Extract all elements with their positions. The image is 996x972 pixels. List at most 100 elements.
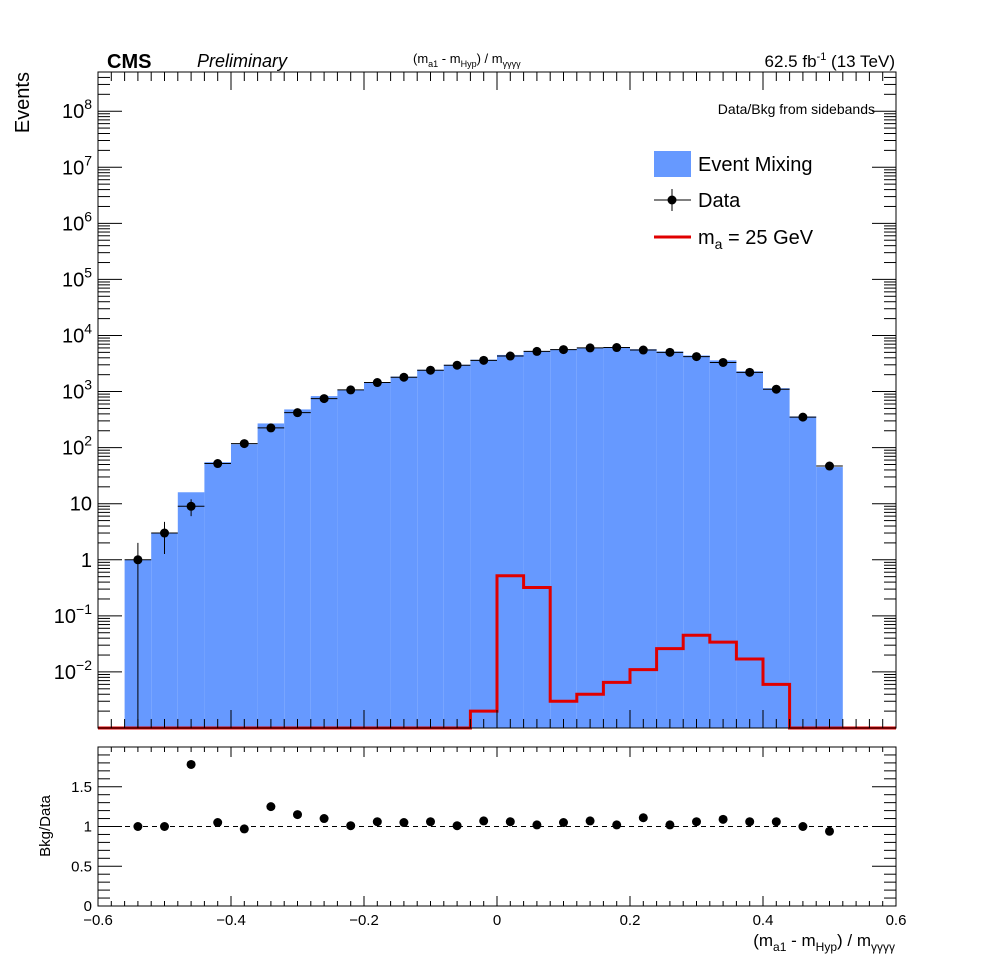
- ratio-axes: −0.6 −0.4 −0.2 0 0.2 0.4 0.6 0 0.5 1 1.5: [71, 746, 907, 929]
- ratio-x-tick-label: −0.2: [349, 912, 379, 929]
- ratio-point: [186, 759, 196, 769]
- ratio-point: [825, 826, 834, 836]
- bkg-bar: [656, 351, 684, 728]
- ratio-y-tick-label: 0.5: [71, 858, 92, 875]
- bkg-bar: [736, 371, 763, 728]
- bkg-bar: [151, 533, 178, 728]
- legend-swatch-event-mixing: [654, 151, 691, 177]
- bkg-bar: [337, 389, 364, 728]
- legend-marker-data: [667, 195, 677, 205]
- bkg-bar: [709, 360, 737, 728]
- ratio-point: [372, 817, 382, 827]
- ratio-point: [346, 821, 356, 831]
- data-point: [559, 345, 568, 355]
- main-axes: 10−2 10−1 1 10 102 103 104 105 106 107 108: [54, 71, 897, 729]
- bkg-bar: [257, 423, 285, 728]
- ratio-point: [452, 821, 462, 831]
- data-point: [665, 347, 675, 357]
- background-histogram: [124, 347, 843, 728]
- ratio-point: [612, 820, 622, 830]
- ratio-x-tick-label: 0.2: [620, 912, 641, 929]
- data-point: [479, 355, 489, 365]
- data-point: [718, 357, 728, 367]
- data-point: [372, 378, 382, 388]
- experiment-label: CMS: [107, 51, 151, 73]
- bkg-bar: [284, 409, 311, 728]
- ratio-point: [771, 817, 781, 827]
- data-point: [213, 459, 223, 469]
- data-point: [771, 384, 781, 394]
- ratio-y-axis-title: Bkg/Data: [37, 794, 54, 856]
- data-point: [266, 423, 276, 433]
- ratio-x-tick-label: −0.6: [83, 912, 113, 929]
- main-y-tick-label: 107: [62, 152, 92, 179]
- bkg-bar: [417, 369, 444, 728]
- ratio-point: [559, 818, 568, 828]
- ratio-y-tick-label: 1: [84, 819, 92, 836]
- data-point: [825, 461, 834, 471]
- bkg-bar: [630, 349, 657, 728]
- main-y-tick-label: 1: [81, 550, 92, 572]
- main-y-tick-label: 108: [62, 96, 92, 123]
- main-y-tick-label: 105: [62, 264, 92, 291]
- ratio-point: [745, 817, 755, 827]
- ratio-x-tick-label: 0.6: [886, 912, 907, 929]
- data-point: [452, 360, 462, 370]
- legend-label-data: Data: [698, 190, 741, 212]
- data-point: [692, 352, 701, 362]
- data-point: [133, 555, 143, 565]
- legend-label-event-mixing: Event Mixing: [698, 154, 813, 176]
- bkg-bar: [364, 382, 391, 728]
- data-point: [532, 346, 542, 356]
- main-y-tick-label: 104: [62, 320, 92, 347]
- bkg-bar: [789, 416, 817, 728]
- annotation-text: Data/Bkg from sidebands: [718, 101, 875, 117]
- ratio-panel: −0.6 −0.4 −0.2 0 0.2 0.4 0.600.511.5 Bkg/Data …: [37, 746, 907, 954]
- status-label: Preliminary: [197, 51, 288, 71]
- data-point: [426, 365, 435, 375]
- ratio-point: [239, 824, 249, 834]
- bkg-bar: [443, 364, 471, 728]
- main-y-tick-label: 10: [70, 494, 92, 516]
- data-point: [319, 394, 329, 404]
- legend-label-signal: ma = 25 GeV: [698, 227, 814, 252]
- ratio-point: [213, 818, 223, 828]
- bkg-bar: [816, 467, 843, 728]
- main-y-tick-label: 106: [62, 208, 92, 235]
- data-point: [186, 501, 196, 511]
- data-point: [505, 351, 515, 361]
- main-y-tick-label: 103: [62, 377, 92, 404]
- ratio-point: [266, 802, 276, 812]
- ratio-point: [293, 810, 302, 820]
- data-points: [124, 343, 843, 728]
- bkg-bar: [470, 359, 497, 728]
- data-point: [745, 367, 755, 377]
- data-point: [346, 385, 356, 395]
- x-axis-title: (ma1 - mHyp) / mγγγγ: [753, 931, 895, 954]
- bkg-bar: [231, 444, 258, 728]
- bkg-bar: [204, 462, 231, 728]
- ratio-point: [133, 822, 143, 831]
- ratio-point: [585, 816, 595, 826]
- bkg-bar: [603, 347, 630, 728]
- bkg-bar: [550, 349, 577, 728]
- ratio-point: [319, 814, 329, 824]
- ratio-point: [692, 817, 701, 827]
- bkg-bar: [177, 492, 205, 728]
- ratio-x-tick-label: 0.4: [753, 912, 774, 929]
- bkg-bar: [497, 354, 524, 728]
- legend: Event Mixing Data ma = 25 GeV: [654, 151, 814, 252]
- ratio-point: [638, 813, 648, 823]
- data-point: [638, 345, 648, 355]
- bkg-bar: [390, 376, 418, 728]
- ratio-point: [505, 817, 515, 827]
- main-y-tick-label: 10−1: [54, 601, 92, 628]
- ratio-point: [479, 816, 489, 826]
- bkg-bar: [310, 396, 338, 728]
- ratio-y-tick-label: 0: [84, 898, 92, 915]
- bkg-bar: [576, 347, 604, 728]
- luminosity-label: 62.5 fb-1 (13 TeV): [765, 51, 895, 71]
- ratio-points: [133, 759, 834, 836]
- variable-header: (ma1 - mHyp) / mγγγγ: [413, 51, 521, 69]
